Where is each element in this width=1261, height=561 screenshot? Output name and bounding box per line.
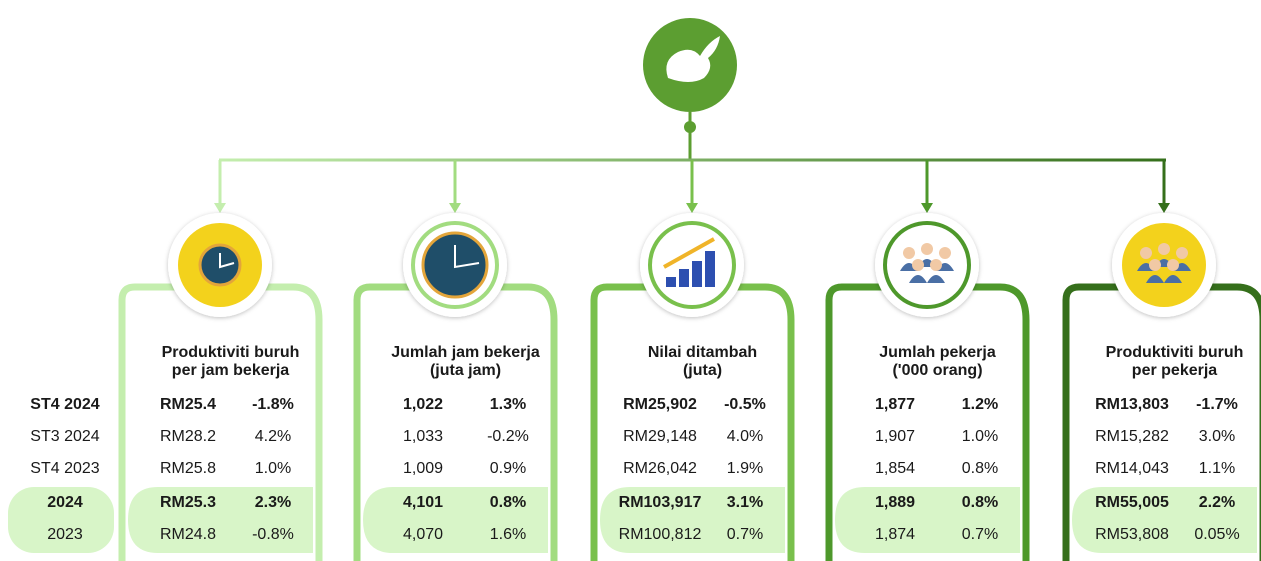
row-label: 2023 [47, 526, 83, 543]
person-head [1158, 243, 1170, 255]
value: RM28.2 [160, 428, 216, 445]
value: 1,907 [875, 428, 915, 445]
change: 4.0% [727, 428, 763, 445]
value: 1,889 [875, 494, 915, 511]
card-title: Jumlah pekerja [879, 344, 996, 361]
value: 1,009 [403, 460, 443, 477]
change: 0.05% [1194, 526, 1239, 543]
arrow-head [214, 203, 226, 213]
value: RM14,043 [1095, 460, 1169, 477]
change: 1.6% [490, 526, 526, 543]
card-title: Produktiviti buruh [1106, 344, 1244, 361]
icon-bar [679, 269, 689, 287]
connector-dot [684, 121, 696, 133]
change: 2.2% [1199, 494, 1235, 511]
card-title: Jumlah jam bekerja [391, 344, 540, 361]
value: RM26,042 [623, 460, 697, 477]
change: 0.8% [962, 460, 998, 477]
change: 1.0% [255, 460, 291, 477]
person-head [903, 247, 915, 259]
change: 1.9% [727, 460, 763, 477]
value: 1,022 [403, 396, 443, 413]
change: 0.9% [490, 460, 526, 477]
change: 1.1% [1199, 460, 1235, 477]
change: 4.2% [255, 428, 291, 445]
value: RM103,917 [619, 494, 702, 511]
change: 3.0% [1199, 428, 1235, 445]
person-head [939, 247, 951, 259]
arrow-head [921, 203, 933, 213]
value: 4,101 [403, 494, 443, 511]
arrow-head [686, 203, 698, 213]
icon-bar [666, 277, 676, 287]
change: 1.0% [962, 428, 998, 445]
change: -0.5% [724, 396, 766, 413]
person-head [1149, 259, 1161, 271]
card-title: per jam bekerja [172, 362, 290, 379]
person-head [930, 259, 942, 271]
change: 1.2% [962, 396, 998, 413]
value: RM25.3 [160, 494, 216, 511]
value: RM25.4 [160, 396, 216, 413]
change: 0.8% [490, 494, 526, 511]
change: 2.3% [255, 494, 291, 511]
arrow-head [1158, 203, 1170, 213]
change: -0.8% [252, 526, 294, 543]
value: RM53,808 [1095, 526, 1169, 543]
value: 1,874 [875, 526, 915, 543]
value: RM25,902 [623, 396, 697, 413]
card-title: ('000 orang) [892, 362, 982, 379]
card-title: Nilai ditambah [648, 344, 757, 361]
change: 1.3% [490, 396, 526, 413]
icon-bar [692, 261, 702, 287]
value: 1,854 [875, 460, 915, 477]
infographic: ST4 2024 ST3 2024 ST4 2023 2024 2023 Produkti… [0, 0, 1261, 561]
content: ST4 2024 ST3 2024 ST4 2023 2024 2023 Produkti… [8, 18, 1261, 561]
person-head [1176, 247, 1188, 259]
person-head [1140, 247, 1152, 259]
row-label: ST4 2023 [30, 460, 99, 477]
change: -1.7% [1196, 396, 1238, 413]
change: -1.8% [252, 396, 294, 413]
row-label: ST4 2024 [30, 396, 99, 413]
card-title: (juta) [683, 362, 722, 379]
value: 1,033 [403, 428, 443, 445]
value: RM55,005 [1095, 494, 1169, 511]
value: RM100,812 [619, 526, 702, 543]
value: RM24.8 [160, 526, 216, 543]
change: -0.2% [487, 428, 529, 445]
person-head [921, 243, 933, 255]
arrow-head [449, 203, 461, 213]
change: 0.7% [962, 526, 998, 543]
value: RM13,803 [1095, 396, 1169, 413]
row-label: ST3 2024 [30, 428, 99, 445]
value: RM25.8 [160, 460, 216, 477]
row-label: 2024 [47, 494, 83, 511]
person-head [912, 259, 924, 271]
card-title: per pekerja [1132, 362, 1217, 379]
card-title: (juta jam) [430, 362, 501, 379]
change: 0.7% [727, 526, 763, 543]
value: 1,877 [875, 396, 915, 413]
card-title: Produktiviti buruh [162, 344, 300, 361]
value: 4,070 [403, 526, 443, 543]
change: 0.8% [962, 494, 998, 511]
change: 3.1% [727, 494, 763, 511]
value: RM29,148 [623, 428, 697, 445]
icon-bar [705, 251, 715, 287]
value: RM15,282 [1095, 428, 1169, 445]
person-head [1167, 259, 1179, 271]
